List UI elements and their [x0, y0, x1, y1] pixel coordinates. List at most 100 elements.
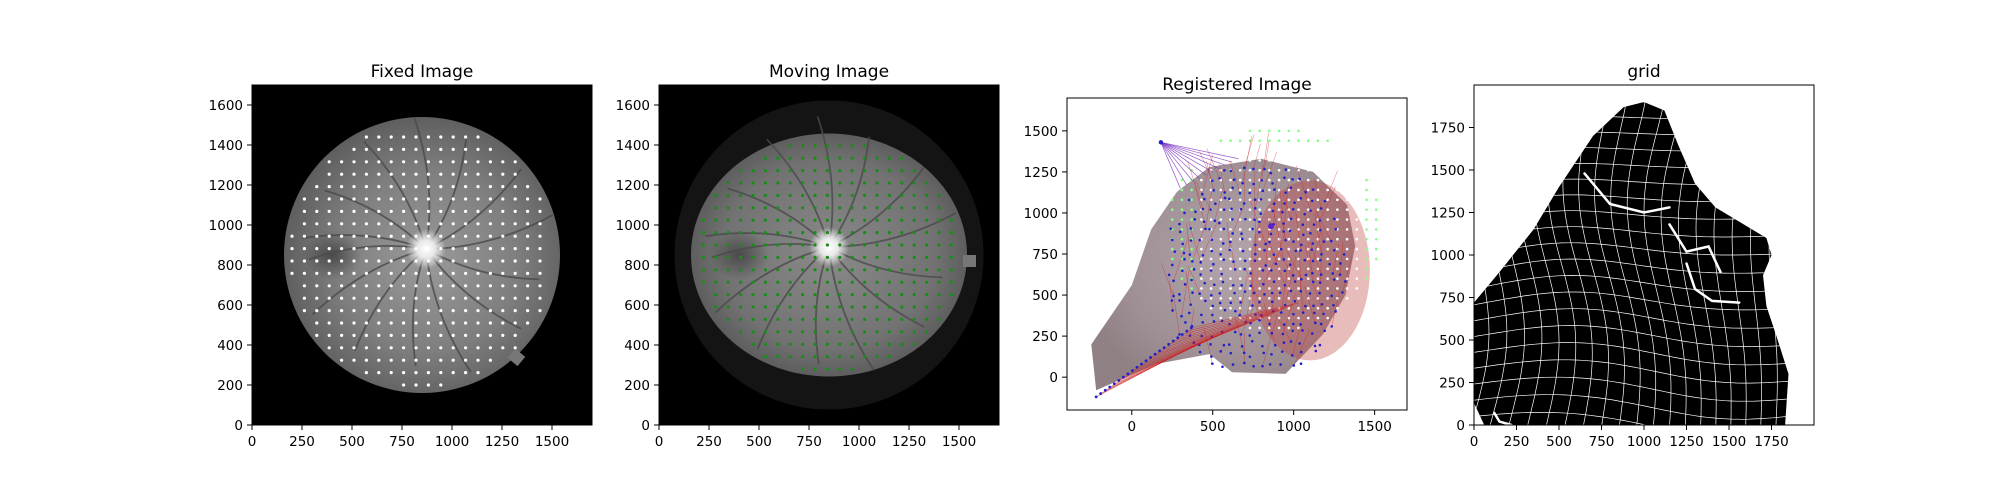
fixed-point — [1365, 257, 1368, 261]
fixed-point — [1170, 257, 1174, 261]
landmark-point — [340, 333, 344, 337]
landmark-point — [501, 197, 505, 201]
landmark-point — [763, 156, 768, 160]
fixed-point — [1200, 297, 1203, 300]
moving-point — [1301, 223, 1305, 226]
fixed-point — [1229, 257, 1232, 261]
fixed-point — [1316, 247, 1320, 251]
landmark-point — [875, 293, 879, 297]
landmark-point — [751, 280, 755, 284]
landmark-point — [813, 255, 817, 259]
fixed-point — [1316, 208, 1320, 211]
moving-point — [1299, 249, 1302, 252]
landmark-point — [340, 296, 344, 300]
fixed-point — [1277, 198, 1281, 202]
landmark-point — [776, 169, 780, 173]
moving-point — [1250, 339, 1254, 343]
moving-point — [1204, 299, 1207, 303]
fixed-point — [1306, 316, 1310, 320]
moving-point — [1314, 349, 1318, 353]
correspondence-line — [1226, 222, 1231, 250]
moving-point — [1211, 304, 1214, 308]
landmark-point — [402, 197, 406, 201]
moving-point — [1171, 309, 1174, 312]
landmark-point — [813, 268, 817, 272]
landmark-point — [476, 234, 480, 238]
landmark-point — [838, 268, 842, 272]
moving-point — [1221, 242, 1225, 245]
landmark-point — [838, 218, 842, 222]
landmark-point — [912, 268, 916, 272]
fixed-point — [1258, 257, 1261, 261]
fixed-point — [1238, 218, 1242, 221]
moving-point — [1198, 350, 1202, 354]
subplot-registered-image: Registered Image 0 500 1000 1500 0 250 500 750 10… — [1024, 75, 1408, 435]
fixed-point — [1287, 129, 1291, 133]
landmark-point — [340, 284, 344, 288]
y-tick-label: 0 — [1049, 370, 1058, 386]
landmark-point — [414, 346, 418, 350]
landmark-point — [426, 209, 430, 213]
correspondence-line — [1284, 255, 1297, 306]
landmark-point — [739, 193, 743, 197]
fixed-point — [1190, 198, 1193, 202]
landmark-point — [451, 358, 455, 362]
fixed-point — [1200, 218, 1203, 221]
moving-point — [1240, 232, 1243, 235]
moving-point — [1339, 262, 1342, 265]
landmark-point — [464, 309, 468, 313]
correspondence-line — [1275, 232, 1286, 264]
fixed-point — [1258, 188, 1261, 192]
moving-point — [1293, 280, 1297, 283]
landmark-point — [925, 305, 929, 309]
correspondence-line — [1312, 232, 1321, 262]
moving-point — [1298, 342, 1301, 345]
correspondence-line — [1161, 263, 1174, 297]
moving-point — [1229, 301, 1233, 305]
landmark-point — [912, 206, 916, 210]
fixed-point — [1306, 267, 1310, 271]
landmark-point — [813, 218, 817, 222]
moving-point — [1332, 303, 1335, 307]
landmark-point — [875, 181, 879, 185]
landmark-point — [863, 169, 867, 173]
landmark-point — [714, 218, 718, 222]
landmark-point — [414, 185, 418, 189]
moving-point — [1258, 220, 1261, 224]
landmark-point — [414, 284, 418, 288]
correspondence-line — [1262, 151, 1278, 191]
landmark-point — [538, 247, 542, 251]
moving-point — [1183, 283, 1187, 286]
moving-point — [1181, 269, 1184, 272]
fixed-point — [1326, 297, 1329, 300]
landmark-point — [925, 330, 929, 334]
moving-point — [1172, 294, 1175, 298]
fixed-point — [1268, 139, 1271, 142]
fixed-point — [1355, 237, 1359, 241]
moving-point — [1299, 323, 1302, 326]
landmark-point — [813, 305, 817, 309]
moving-point — [1243, 259, 1247, 263]
landmark-point — [340, 209, 344, 213]
fixed-point — [1365, 277, 1368, 280]
moving-point — [1126, 372, 1130, 376]
correspondence-line — [1314, 178, 1322, 209]
landmark-point — [402, 383, 406, 387]
correspondence-line — [1280, 264, 1289, 313]
fixed-point — [1336, 257, 1339, 261]
landmark-point — [863, 342, 867, 346]
fixed-point — [1306, 306, 1310, 310]
landmark-point — [439, 346, 443, 350]
moving-point — [1253, 259, 1257, 263]
correspondence-line — [1242, 135, 1253, 184]
grid-line — [1594, 102, 1625, 425]
correspondence-line — [1160, 142, 1226, 166]
moving-point — [1330, 325, 1334, 328]
fixed-point — [1219, 247, 1223, 251]
moving-point — [1289, 217, 1293, 221]
moving-point — [1282, 222, 1285, 225]
x-tick-label: 250 — [696, 434, 722, 450]
moving-point — [1183, 257, 1186, 261]
moving-point — [1301, 311, 1305, 314]
moving-point — [1313, 344, 1317, 348]
